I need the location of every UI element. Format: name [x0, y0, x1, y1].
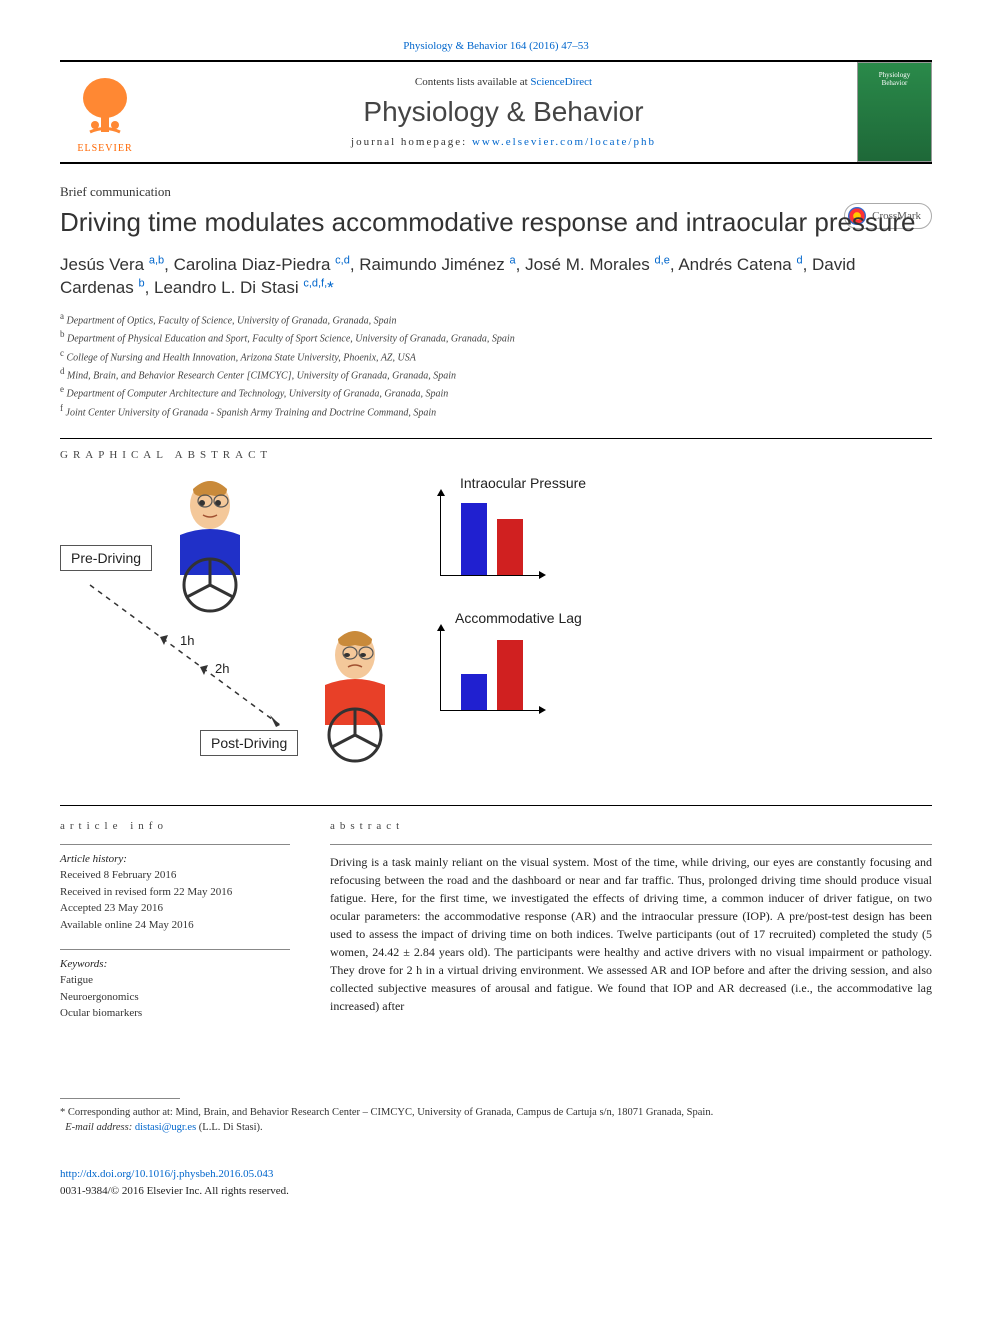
top-citation: Physiology & Behavior 164 (2016) 47–53	[60, 40, 932, 52]
corresponding-author-footnote: * Corresponding author at: Mind, Brain, …	[60, 1105, 932, 1137]
keywords-label: Keywords:	[60, 958, 290, 970]
article-history: Article history: Received 8 February 201…	[60, 844, 290, 933]
article-type: Brief communication	[60, 184, 932, 200]
graphical-abstract-heading: graphical abstract	[60, 449, 932, 461]
publisher-logo: ELSEVIER	[60, 62, 150, 162]
corr-email-link[interactable]: distasi@ugr.es	[135, 1122, 196, 1133]
journal-homepage: journal homepage: www.elsevier.com/locat…	[150, 136, 857, 148]
sciencedirect-link[interactable]: ScienceDirect	[530, 76, 592, 88]
doi-link[interactable]: http://dx.doi.org/10.1016/j.physbeh.2016…	[60, 1168, 273, 1180]
article-title: Driving time modulates accommodative res…	[60, 206, 932, 239]
ga-chart1-title: Intraocular Pressure	[460, 475, 586, 491]
publisher-name: ELSEVIER	[77, 143, 132, 154]
abstract-heading: abstract	[330, 820, 932, 832]
history-label: Article history:	[60, 853, 290, 865]
journal-cover-thumb: Physiology Behavior	[857, 62, 932, 162]
ga-chart2-title: Accommodative Lag	[455, 610, 582, 626]
article-info-heading: article info	[60, 820, 290, 832]
ga-post-label: Post-Driving	[200, 730, 298, 756]
doi-block: http://dx.doi.org/10.1016/j.physbeh.2016…	[60, 1166, 932, 1199]
ga-post-person-icon	[300, 625, 420, 765]
contents-available: Contents lists available at ScienceDirec…	[150, 76, 857, 88]
graphical-abstract: Pre-Driving 1h 2h Post-Driving	[60, 475, 620, 775]
affiliations: a Department of Optics, Faculty of Scien…	[60, 310, 932, 420]
copyright-line: 0031-9384/© 2016 Elsevier Inc. All right…	[60, 1185, 289, 1197]
ga-time-2h: 2h	[215, 661, 229, 676]
ga-pre-label: Pre-Driving	[60, 545, 152, 571]
keywords: Keywords: FatigueNeuroergonomicsOcular b…	[60, 949, 290, 1022]
authors: Jesús Vera a,b, Carolina Diaz-Piedra c,d…	[60, 253, 932, 301]
journal-title: Physiology & Behavior	[150, 96, 857, 128]
abstract-text: Driving is a task mainly reliant on the …	[330, 844, 932, 1015]
elsevier-tree-icon	[70, 70, 140, 140]
ga-time-1h: 1h	[180, 633, 194, 648]
journal-header: ELSEVIER Contents lists available at Sci…	[60, 60, 932, 164]
citation-link[interactable]: Physiology & Behavior 164 (2016) 47–53	[403, 40, 588, 52]
homepage-link[interactable]: www.elsevier.com/locate/phb	[472, 136, 656, 148]
